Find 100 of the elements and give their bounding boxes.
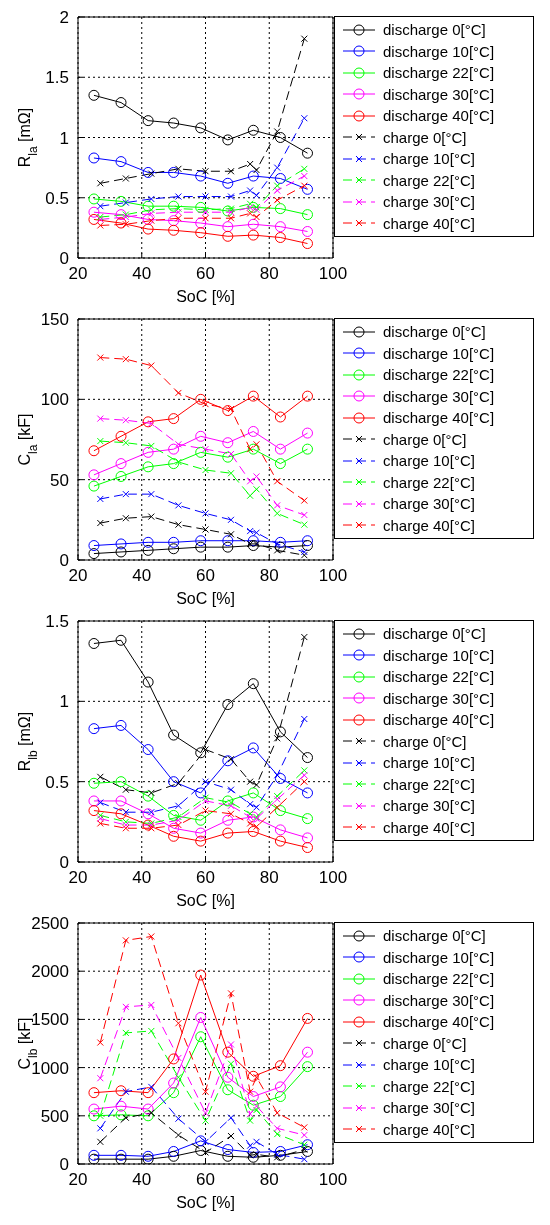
point: [222, 230, 234, 242]
point: [88, 1103, 100, 1115]
point: [274, 772, 286, 784]
point: [222, 535, 234, 547]
point: [168, 1077, 180, 1089]
point: [88, 1087, 100, 1099]
y-tick-label: 100: [40, 390, 69, 410]
y-tick-label: 500: [40, 1106, 69, 1126]
point: [115, 1153, 127, 1164]
x-axis-title: SoC [%]: [176, 590, 235, 607]
point: [168, 443, 180, 455]
point: [222, 541, 234, 553]
point: [88, 1110, 100, 1122]
point: [142, 461, 154, 473]
point: [273, 771, 281, 779]
point: [273, 477, 281, 485]
point: [300, 633, 308, 641]
point: [302, 1061, 313, 1073]
point: [302, 1046, 313, 1058]
point: [246, 160, 254, 168]
point: [88, 193, 100, 205]
y-tick-label: 0: [59, 1155, 69, 1175]
legend-label: discharge 10[°C]: [383, 646, 495, 664]
point: [96, 354, 104, 362]
point: [115, 719, 127, 731]
point: [227, 530, 235, 538]
point: [274, 726, 286, 738]
point: [222, 795, 234, 807]
point: [122, 786, 130, 794]
point: [300, 771, 308, 779]
y-tick-label: 0: [59, 249, 69, 269]
point: [88, 445, 100, 457]
point: [122, 220, 130, 228]
point: [168, 729, 180, 741]
point: [96, 519, 104, 527]
legend-label: discharge 30[°C]: [383, 689, 495, 707]
point: [88, 637, 100, 649]
x-tick-label: 100: [318, 1170, 348, 1190]
point: [253, 803, 260, 811]
point: [202, 167, 209, 175]
legend-label: discharge 30[°C]: [383, 991, 495, 1009]
point: [273, 1124, 281, 1132]
point: [300, 1146, 308, 1154]
point: [227, 516, 235, 524]
point: [227, 810, 235, 818]
point: [122, 174, 130, 182]
point: [174, 165, 182, 173]
point: [142, 808, 154, 820]
x-tick-label: 60: [196, 264, 215, 284]
x-tick-label: 100: [318, 868, 348, 888]
point: [195, 541, 207, 553]
point: [195, 747, 207, 759]
point: [168, 1053, 180, 1065]
x-tick-label: 60: [196, 1170, 215, 1190]
point: [202, 778, 209, 786]
point: [96, 221, 104, 229]
point: [88, 723, 100, 735]
point: [115, 546, 127, 558]
point: [247, 170, 259, 182]
point: [247, 1091, 259, 1103]
x-tick-label: 20: [68, 1170, 88, 1190]
legend-label: discharge 10[°C]: [383, 42, 495, 60]
y-tick-label: 1000: [31, 1058, 69, 1078]
point: [227, 167, 235, 175]
legend-label: discharge 22[°C]: [383, 366, 495, 384]
point: [195, 201, 207, 213]
point: [300, 497, 308, 505]
point: [246, 477, 254, 485]
legend-label: discharge 0[°C]: [383, 927, 486, 945]
point: [115, 156, 127, 168]
point: [246, 492, 254, 500]
point: [302, 787, 313, 799]
y-tick-label: 2500: [31, 914, 69, 934]
legend-label: charge 0[°C]: [383, 430, 467, 448]
legend-label: charge 22[°C]: [383, 1077, 475, 1095]
x-tick-label: 80: [259, 1170, 279, 1190]
point: [168, 809, 180, 821]
x-tick-label: 20: [68, 868, 88, 888]
point: [195, 814, 207, 826]
legend-label: discharge 22[°C]: [383, 668, 495, 686]
legend-label: charge 30[°C]: [383, 797, 475, 815]
point: [88, 548, 100, 560]
point: [174, 440, 182, 448]
point: [142, 1103, 154, 1115]
point: [122, 1003, 130, 1011]
point: [115, 1109, 127, 1121]
x-tick-label: 100: [318, 566, 348, 586]
point: [88, 795, 100, 807]
point: [247, 825, 259, 837]
point: [202, 1117, 209, 1125]
legend-label: charge 30[°C]: [383, 495, 475, 513]
point: [96, 202, 104, 210]
point: [174, 1019, 182, 1027]
point: [195, 217, 207, 229]
point: [96, 1124, 104, 1132]
point: [147, 1109, 155, 1117]
point: [168, 166, 180, 178]
point: [115, 458, 127, 470]
point: [300, 1123, 308, 1131]
point: [274, 536, 286, 548]
